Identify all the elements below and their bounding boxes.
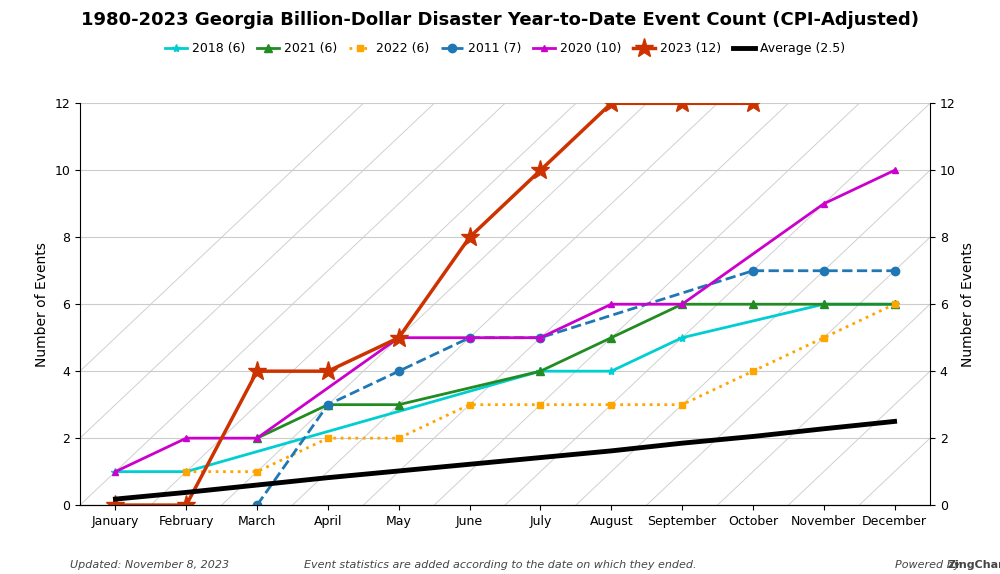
Text: 1980-2023 Georgia Billion-Dollar Disaster Year-to-Date Event Count (CPI-Adjusted: 1980-2023 Georgia Billion-Dollar Disaste… [81, 11, 919, 29]
Average (2.5) [393, 467, 405, 474]
Average (2.5) [180, 489, 192, 496]
Text: Updated: November 8, 2023: Updated: November 8, 2023 [70, 560, 229, 570]
2021 (6) [322, 401, 334, 408]
2011 (7) [464, 334, 476, 341]
Line: 2011 (7): 2011 (7) [253, 266, 899, 509]
2011 (7) [251, 502, 263, 509]
2021 (6) [747, 301, 759, 308]
2023 (12) [605, 100, 617, 107]
2011 (7) [534, 334, 546, 341]
Average (2.5) [464, 461, 476, 468]
2020 (10) [251, 435, 263, 441]
Average (2.5) [605, 448, 617, 455]
2021 (6) [534, 368, 546, 375]
Line: 2018 (6): 2018 (6) [111, 300, 899, 476]
Legend: 2018 (6), 2021 (6), 2022 (6), 2011 (7), 2020 (10), 2023 (12), Average (2.5): 2018 (6), 2021 (6), 2022 (6), 2011 (7), … [160, 37, 850, 60]
2023 (12) [747, 100, 759, 107]
2020 (10) [393, 334, 405, 341]
2020 (10) [818, 200, 830, 207]
2022 (6) [747, 368, 759, 375]
2011 (7) [393, 368, 405, 375]
2021 (6) [889, 301, 901, 308]
2022 (6) [180, 468, 192, 475]
Average (2.5) [676, 440, 688, 447]
2020 (10) [109, 468, 121, 475]
Line: 2021 (6): 2021 (6) [253, 300, 899, 443]
2023 (12) [322, 368, 334, 375]
2021 (6) [818, 301, 830, 308]
Text: Event statistics are added according to the date on which they ended.: Event statistics are added according to … [304, 560, 696, 570]
2021 (6) [605, 334, 617, 341]
Average (2.5) [109, 495, 121, 503]
2018 (6) [109, 468, 121, 475]
Y-axis label: Number of Events: Number of Events [961, 242, 975, 367]
2018 (6) [889, 301, 901, 308]
2020 (10) [605, 301, 617, 308]
2011 (7) [818, 267, 830, 274]
2020 (10) [676, 301, 688, 308]
2023 (12) [109, 502, 121, 509]
2018 (6) [605, 368, 617, 375]
2022 (6) [889, 301, 901, 308]
2018 (6) [534, 368, 546, 375]
Average (2.5) [889, 418, 901, 425]
Line: 2020 (10): 2020 (10) [112, 167, 898, 475]
2023 (12) [676, 100, 688, 107]
2020 (10) [464, 334, 476, 341]
2018 (6) [818, 301, 830, 308]
Average (2.5) [747, 433, 759, 440]
2022 (6) [818, 334, 830, 341]
2023 (12) [464, 234, 476, 241]
2023 (12) [251, 368, 263, 375]
2021 (6) [393, 401, 405, 408]
2022 (6) [322, 435, 334, 441]
Average (2.5) [322, 474, 334, 481]
Line: 2022 (6): 2022 (6) [183, 301, 898, 475]
Line: Average (2.5): Average (2.5) [115, 421, 895, 499]
2022 (6) [251, 468, 263, 475]
Average (2.5) [534, 454, 546, 461]
2018 (6) [180, 468, 192, 475]
2022 (6) [464, 401, 476, 408]
Average (2.5) [818, 425, 830, 432]
2022 (6) [605, 401, 617, 408]
2022 (6) [676, 401, 688, 408]
2022 (6) [393, 435, 405, 441]
Line: 2023 (12): 2023 (12) [106, 94, 763, 515]
2020 (10) [889, 167, 901, 174]
Text: Powered by: Powered by [895, 560, 964, 570]
2020 (10) [180, 435, 192, 441]
2023 (12) [534, 167, 546, 174]
2011 (7) [747, 267, 759, 274]
2023 (12) [180, 502, 192, 509]
2022 (6) [534, 401, 546, 408]
2021 (6) [676, 301, 688, 308]
2018 (6) [676, 334, 688, 341]
2020 (10) [534, 334, 546, 341]
2023 (12) [393, 334, 405, 341]
2011 (7) [889, 267, 901, 274]
Text: ZingChart: ZingChart [948, 560, 1000, 570]
Average (2.5) [251, 482, 263, 488]
2011 (7) [322, 401, 334, 408]
2021 (6) [251, 435, 263, 441]
Y-axis label: Number of Events: Number of Events [35, 242, 49, 367]
